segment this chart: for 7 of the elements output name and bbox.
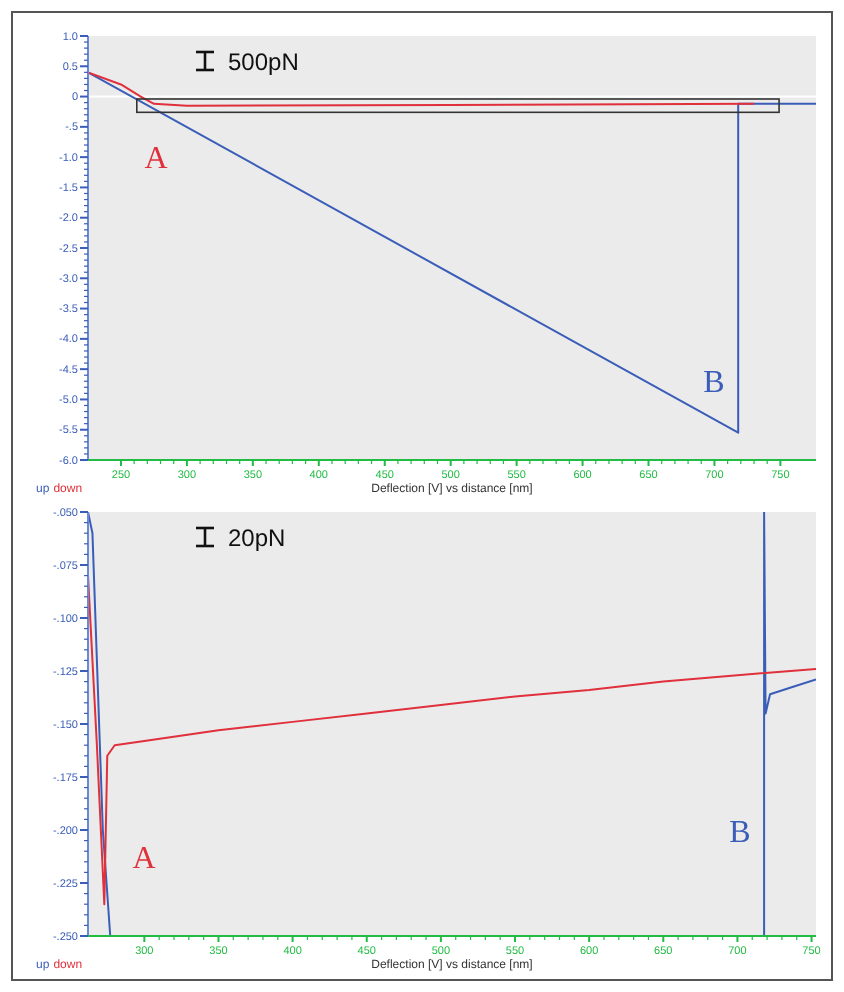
annotation: 500pN [228, 48, 299, 76]
annotation: B [703, 366, 725, 400]
annotation: B [729, 816, 751, 850]
annotation: 20pN [228, 524, 286, 552]
annotation: A [144, 142, 169, 176]
line-series [88, 71, 756, 107]
annotation: A [132, 842, 157, 876]
